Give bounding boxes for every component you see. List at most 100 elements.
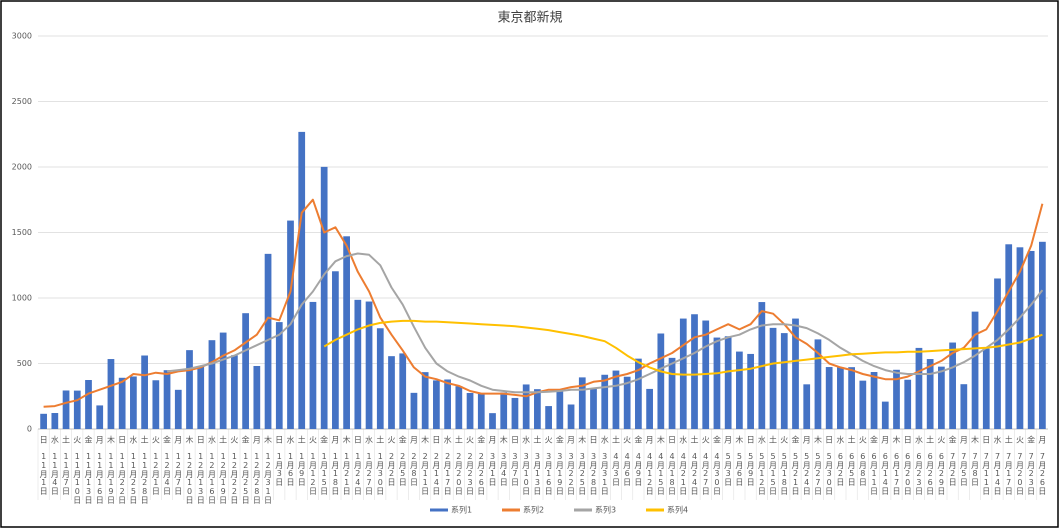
x-weekday-label: 土 [62,435,70,445]
bar [141,355,148,429]
bar [365,301,373,429]
x-weekday-label: 月 [96,436,104,445]
x-tick-label: 11月19日 [106,452,115,505]
bar [769,327,777,429]
x-tick-label: 4月21日 [679,452,688,496]
bar [971,311,979,429]
bar [163,370,171,429]
x-tick-label: 7月26日 [1038,452,1047,496]
x-weekday-label: 日 [275,436,283,445]
x-weekday-label: 日 [982,436,990,445]
bar [376,328,384,429]
x-weekday-label: 日 [747,436,755,445]
bar [410,392,418,429]
x-weekday-label: 土 [769,435,777,445]
x-tick-label: 3月28日 [589,452,598,496]
x-weekday-label: 火 [230,436,238,445]
x-tick-label: 1月18日 [331,452,340,496]
x-weekday-label: 木 [500,435,508,445]
x-weekday-label: 土 [219,435,227,445]
x-tick-label: 1月21日 [342,452,351,496]
x-weekday-label: 土 [455,435,463,445]
x-weekday-label: 火 [73,436,81,445]
y-tick-label: 1500 [12,228,32,237]
x-tick-label: 5月24日 [802,452,811,496]
y-tick-label: 500 [17,359,32,368]
x-weekday-label: 木 [814,435,822,445]
bar [612,370,620,429]
x-tick-label: 1月24日 [353,452,362,496]
bar [118,377,126,429]
x-tick-label: 5月30日 [825,452,834,496]
bar [893,369,900,429]
x-weekday-label: 金 [1027,435,1035,445]
x-weekday-label: 水 [758,435,766,445]
x-weekday-label: 土 [691,435,699,445]
x-tick-label: 6月8日 [858,452,867,487]
x-tick-label: 1月27日 [365,452,374,496]
x-weekday-label: 金 [792,435,800,445]
bar [40,413,47,429]
x-tick-label: 11月7日 [62,452,71,496]
y-tick-label: 1000 [12,294,32,303]
x-tick-label: 6月2日 [836,452,845,487]
x-tick-label: 5月21日 [791,452,800,496]
x-tick-label: 6月20日 [903,452,912,496]
x-tick-label: 12月10日 [185,452,194,505]
bar [298,131,306,429]
bar [590,387,597,429]
x-weekday-label: 火 [702,436,710,445]
x-tick-label: 12月31日 [264,452,273,505]
x-tick-label: 11月1日 [39,452,48,496]
x-weekday-label: 日 [668,436,676,445]
bar [489,413,496,429]
bar [949,342,956,429]
x-weekday-label: 土 [298,435,306,445]
legend-label: 系列4 [667,505,688,515]
x-weekday-label: 火 [152,436,160,445]
x-tick-label: 2月14日 [432,452,441,496]
x-weekday-label: 土 [376,435,384,445]
x-tick-label: 5月9日 [746,452,755,487]
x-weekday-label: 木 [107,435,115,445]
x-tick-label: 3月4日 [499,452,508,487]
bar [73,390,81,429]
x-weekday-label: 火 [388,436,396,445]
x-weekday-label: 金 [85,435,93,445]
x-weekday-label: 金 [320,435,328,445]
x-weekday-label: 火 [1016,436,1024,445]
bar [982,348,990,429]
bar [62,390,70,429]
x-tick-label: 1月3日 [275,452,284,487]
x-weekday-label: 土 [848,435,856,445]
x-weekday-label: 土 [533,435,541,445]
bar [332,271,339,429]
x-weekday-label: 木 [893,435,901,445]
x-weekday-label: 火 [859,436,867,445]
x-weekday-label: 金 [242,435,250,445]
bar [85,380,92,429]
x-tick-label: 1月9日 [297,452,306,487]
bar [455,386,463,429]
bar [601,374,609,429]
x-tick-label: 11月28日 [140,452,149,505]
x-weekday-label: 日 [511,436,519,445]
bar [444,379,451,429]
bar [275,322,283,429]
x-tick-label: 3月13日 [533,452,542,496]
x-tick-label: 7月23日 [1027,452,1036,496]
bar [668,357,676,429]
bar [500,392,508,429]
x-tick-label: 11月25日 [129,452,138,505]
x-weekday-label: 日 [590,436,598,445]
x-tick-label: 6月26日 [926,452,935,496]
x-tick-label: 2月20日 [454,452,463,496]
x-weekday-label: 金 [634,435,642,445]
x-weekday-label: 火 [309,436,317,445]
x-tick-label: 3月10日 [522,452,531,496]
bar [388,356,395,429]
x-weekday-label: 日 [118,436,126,445]
bar [848,367,855,429]
x-tick-label: 12月22日 [230,452,239,505]
x-tick-label: 5月18日 [780,452,789,496]
